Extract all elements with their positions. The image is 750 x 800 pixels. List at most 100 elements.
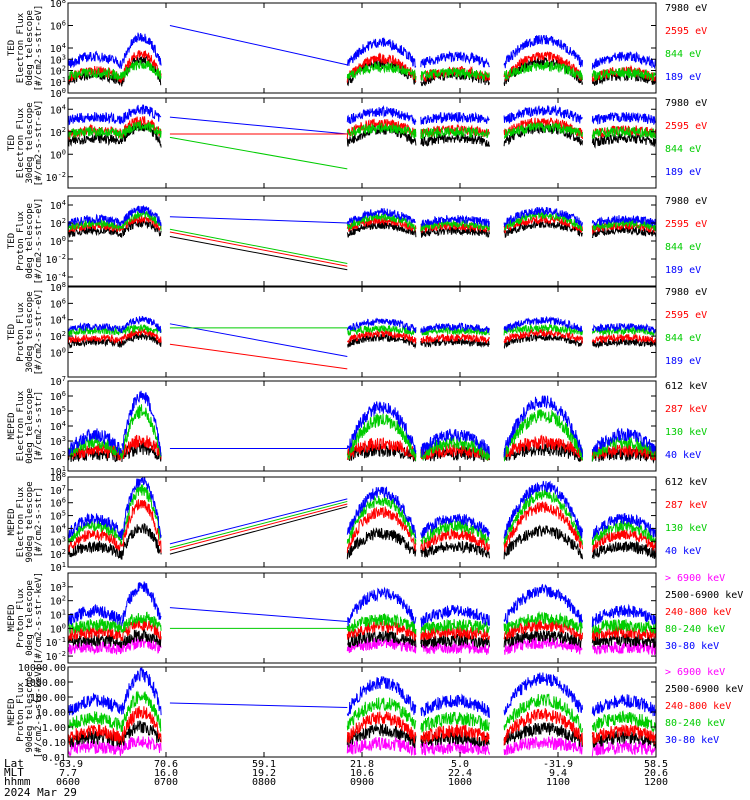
y-tick-label: 105 [50,405,66,418]
panel-plot-area [68,315,656,370]
y-tick-base: 10 [50,437,62,448]
y-tick-base: 10 [50,89,62,100]
legend-entry: 844 eV [665,49,701,60]
legend-entry: 287 keV [665,404,707,415]
legend-entry: 40 keV [665,450,701,461]
y-tick-base: 10 [50,597,62,608]
legend-entry: 7980 eV [665,3,707,14]
y-tick-label: 102 [50,595,66,608]
y-tick-base: 10 [50,44,62,55]
gap-line-1 [169,216,348,224]
series-trace-2 [68,720,656,749]
y-tick-base: 10 [50,237,62,248]
y-axis-label-line: [#/cm2-s-str-eV] [34,198,44,285]
y-tick-label: 106 [50,390,66,403]
y-axis-label-line: [#/cm2-s-str] [34,391,44,461]
legend-entry: > 6900 keV [665,573,725,584]
y-tick-exponent: 2 [62,330,66,338]
y-tick-label: 10-4 [46,271,66,284]
y-tick-label: 106 [50,20,66,33]
gap-line-2 [169,500,348,549]
y-axis-label-line: 0deg telescope [25,10,35,86]
series-trace-5 [68,667,656,718]
y-tick-exponent: 7 [62,484,66,492]
y-axis-label-line: Proton Flux [16,588,26,648]
y-tick-exponent: 5 [62,510,66,518]
gap-line-1 [169,323,348,358]
x-axis-value: 0700 [154,777,178,788]
panel-plot-area [68,104,656,170]
y-tick-exponent: 2 [62,595,66,603]
legend-entry: 844 eV [665,144,701,155]
series-trace-4 [68,315,656,335]
gap-line-1 [169,498,348,545]
series-trace-3 [68,705,656,746]
y-tick-label: 103 [50,535,66,548]
gap-line-2 [169,228,348,264]
y-tick-exponent: -2 [58,253,66,261]
y-axis-label-line: TED [7,324,17,340]
y-tick-exponent: 1 [62,465,66,473]
y-tick-base: 10 [50,201,62,212]
x-axis-value: 20.6 [644,768,668,779]
y-axis-label-line: 30deg telescope [25,291,35,372]
series-trace-4 [68,204,656,228]
x-axis-value: 1000 [448,777,472,788]
y-tick-label: 0.10 [42,738,66,749]
series-trace-1 [68,735,656,757]
series-trace-1 [68,523,656,560]
y-tick-exponent: 2 [62,65,66,73]
legend-entry: 240-800 keV [665,607,731,618]
y-axis-label-line: 0deg telescope [25,203,35,279]
gap-line-3 [169,136,348,170]
y-tick-exponent: 2 [62,217,66,225]
y-tick-label: 10-2 [46,171,66,184]
gap-line-1 [169,116,348,135]
panel-plot-area [68,667,656,757]
x-axis-value: -63.9 [53,759,83,770]
legend-entry: 40 keV [665,546,701,557]
y-tick-base: 10 [50,105,62,116]
y-tick-exponent: 1 [62,76,66,84]
x-row-name-lat: Lat [4,757,24,770]
y-tick-label: 102 [50,450,66,463]
x-axis-value: 0600 [56,777,80,788]
y-tick-exponent: 6 [62,497,66,505]
x-axis-value: 59.1 [252,759,276,770]
series-trace-3 [68,484,656,546]
legend-entry: 2500-6900 keV [665,684,743,695]
y-tick-base: 10 [50,624,62,635]
legend-entry: 2595 eV [665,121,707,132]
y-tick-exponent: 8 [62,471,66,479]
legend-entry: 80-240 keV [665,718,725,729]
y-axis-label-line: 90deg telescope [25,481,35,562]
y-tick-base: 10 [50,332,62,343]
legend-entry: 30-80 keV [665,641,719,652]
y-tick-base: 10 [50,467,62,478]
x-axis-value: 19.2 [252,768,276,779]
y-tick-label: 108 [50,0,66,10]
y-tick-exponent: 3 [62,53,66,61]
x-axis-date: 2024 Mar 29 [4,786,77,799]
gap-line-1 [169,607,348,622]
y-tick-label: 102 [50,126,66,139]
y-axis-label-line: [#/cm2-s-str-keV] [34,572,44,664]
y-tick-label: 10.00 [36,708,66,719]
y-tick-label: 1000.00 [24,678,66,689]
series-trace-4 [68,32,656,70]
series-trace-3 [68,618,656,642]
y-tick-exponent: 0 [62,622,66,630]
y-tick-base: 10 [50,67,62,78]
series-trace-4 [68,390,656,458]
x-axis-labels: Lat MLT hhmm 2024 Mar 29 -63.9 70.6 59.1 21… [4,757,668,799]
series-trace-1 [68,636,656,656]
x-axis-value: 70.6 [154,759,178,770]
legend-entry: 2595 eV [665,310,707,321]
y-tick-base: 10 [50,377,62,388]
y-tick-label: 102 [50,65,66,78]
x-axis-value: 9.4 [549,768,567,779]
y-tick-exponent: 2 [62,548,66,556]
